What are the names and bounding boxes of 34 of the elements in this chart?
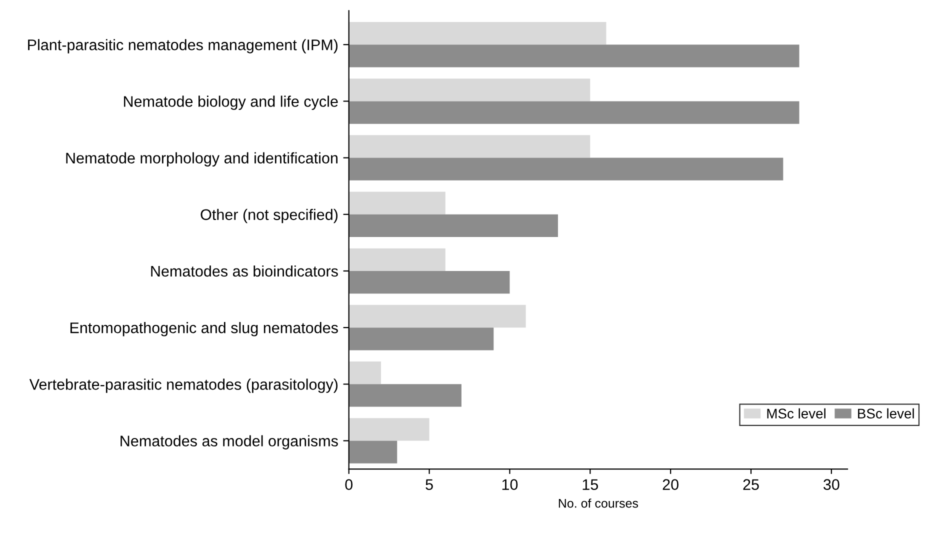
x-tick-label: 20 (662, 479, 678, 490)
x-tick-label: 10 (502, 479, 518, 490)
bar (348, 135, 590, 158)
y-tick-label: Plant-parasitic nematodes management (IPM) (28, 39, 338, 54)
x-tick-label: 25 (743, 479, 759, 490)
y-tick-label: Vertebrate-parasitic nematodes (parasitology) (29, 378, 338, 393)
bar (348, 328, 494, 350)
bar (348, 22, 606, 45)
bar (348, 44, 800, 68)
bar (348, 158, 784, 180)
bar (348, 418, 430, 441)
y-tick-label: Entomopathogenic and slug nematodes (70, 322, 338, 336)
y-tick-label: Nematodes as bioindicators (151, 265, 338, 277)
bar (348, 270, 510, 294)
bar (348, 101, 800, 124)
bar (348, 304, 526, 328)
legend-label: BSc level (858, 408, 914, 419)
legend-label: MSc level (767, 408, 826, 419)
bar (348, 384, 462, 407)
bar (348, 248, 446, 271)
y-tick-label: Nematodes as model organisms (120, 435, 338, 450)
y-tick-label: Other (not specified) (200, 208, 338, 224)
x-tick-label: 0 (345, 479, 353, 490)
x-tick-label: 30 (824, 479, 840, 490)
x-tick-label: 5 (426, 479, 433, 490)
bar (348, 440, 398, 464)
y-tick-label: Nematode biology and life cycle (124, 96, 338, 110)
y-tick-label: Nematode morphology and identification (66, 152, 338, 166)
x-axis-title: No. of courses (558, 498, 638, 508)
bar (348, 362, 382, 384)
bar (348, 78, 590, 102)
bar (348, 214, 558, 238)
x-tick-label: 15 (582, 479, 598, 490)
bar (348, 192, 446, 214)
